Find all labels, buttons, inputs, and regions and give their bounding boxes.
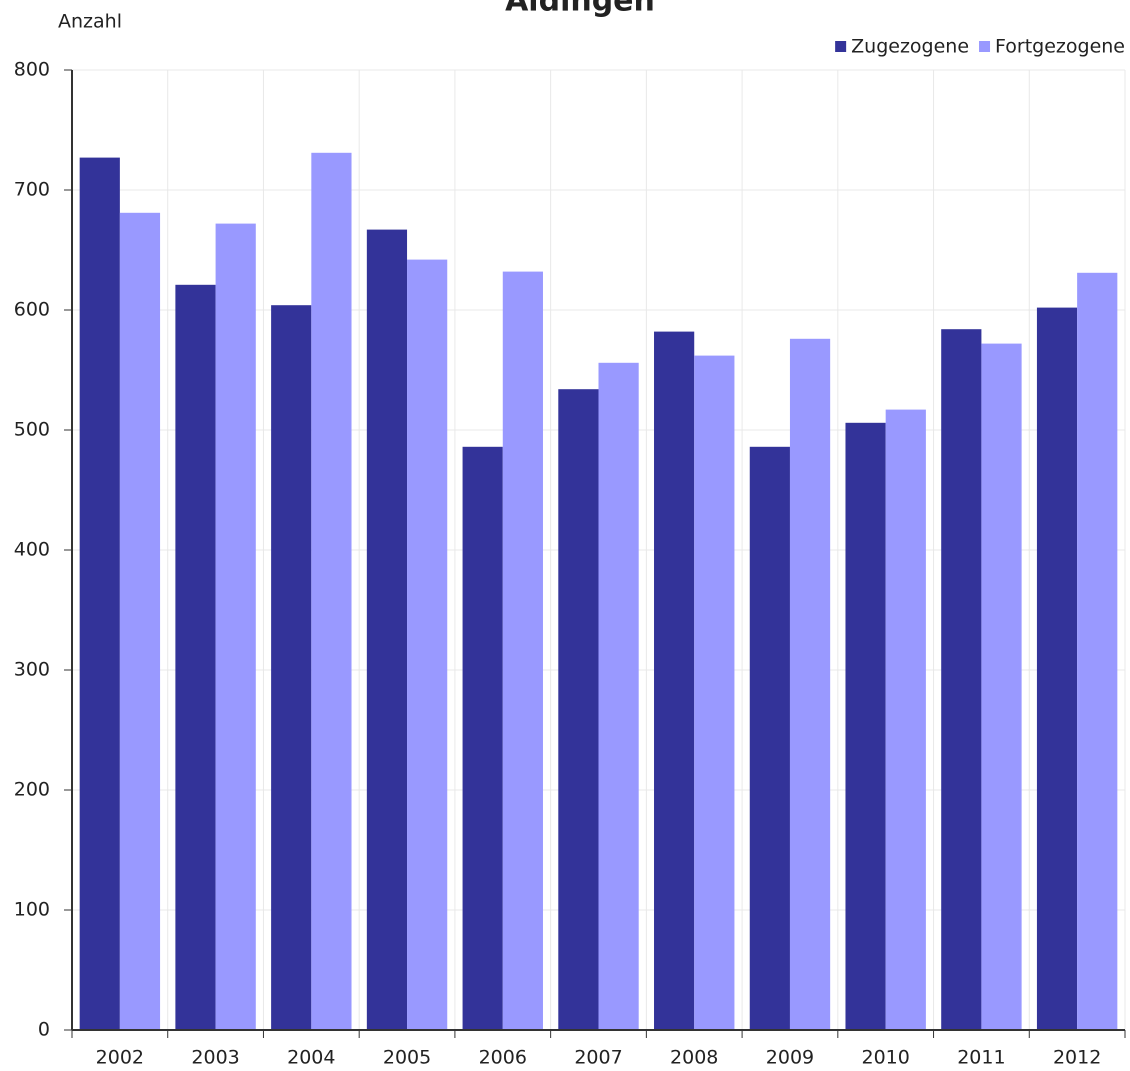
bar <box>311 152 352 1031</box>
y-tick-label: 700 <box>14 179 50 201</box>
bar <box>366 229 408 1031</box>
x-tick-label: 2010 <box>862 1047 910 1069</box>
bar <box>119 212 161 1031</box>
x-tick-label: 2005 <box>383 1047 431 1069</box>
bar <box>175 284 216 1030</box>
bar <box>749 446 790 1030</box>
bar <box>885 409 926 1031</box>
x-tick-label: 2006 <box>479 1047 527 1069</box>
bar <box>941 329 982 1030</box>
bar <box>462 446 503 1030</box>
bar <box>558 389 599 1030</box>
bar <box>845 422 886 1030</box>
x-tick-label: 2003 <box>191 1047 239 1069</box>
y-tick-label: 400 <box>14 539 50 561</box>
y-tick-label: 100 <box>14 899 50 921</box>
x-tick-label: 2002 <box>96 1047 144 1069</box>
bar <box>79 157 120 1031</box>
y-axis-label: Anzahl <box>58 11 122 33</box>
bar <box>598 362 639 1030</box>
bar <box>502 271 543 1031</box>
bar <box>981 343 1022 1031</box>
y-tick-label: 600 <box>14 299 50 321</box>
bar <box>1077 272 1118 1030</box>
legend-label: Zugezogene <box>851 36 969 58</box>
x-tick-label: 2012 <box>1053 1047 1101 1069</box>
bar <box>1036 307 1078 1031</box>
y-tick-label: 200 <box>14 779 50 801</box>
bar <box>694 355 735 1031</box>
legend-swatch <box>979 41 991 52</box>
y-tick-label: 500 <box>14 419 50 441</box>
chart-title: Aldingen <box>505 0 655 19</box>
y-tick-label: 300 <box>14 659 50 681</box>
x-tick-label: 2011 <box>957 1047 1005 1069</box>
legend-label: Fortgezogene <box>995 36 1125 58</box>
bar <box>407 259 448 1031</box>
legend-swatch <box>835 41 847 52</box>
bar <box>215 223 256 1031</box>
x-tick-label: 2008 <box>670 1047 718 1069</box>
x-tick-label: 2007 <box>574 1047 622 1069</box>
bar <box>789 338 831 1030</box>
y-tick-label: 800 <box>14 59 50 81</box>
x-tick-label: 2004 <box>287 1047 335 1069</box>
bar <box>271 305 312 1030</box>
bar <box>654 331 695 1031</box>
x-tick-label: 2009 <box>766 1047 814 1069</box>
y-tick-label: 0 <box>38 1019 50 1041</box>
